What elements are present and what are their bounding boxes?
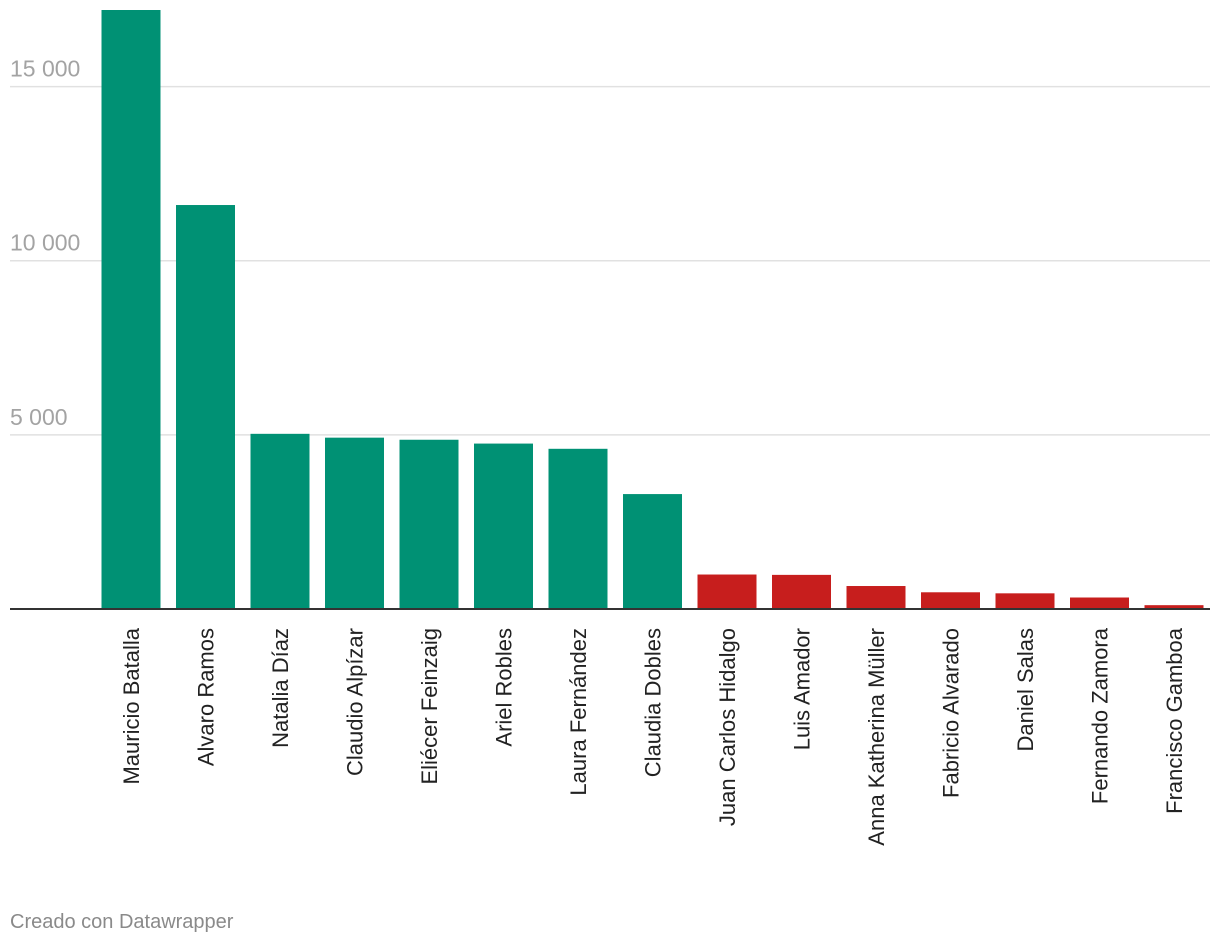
x-category-label: Alvaro Ramos xyxy=(194,628,219,766)
bar xyxy=(399,439,459,609)
bar xyxy=(623,494,682,609)
x-category-label: Francisco Gamboa xyxy=(1162,627,1187,814)
x-category-label: Claudia Dobles xyxy=(641,628,666,777)
bar xyxy=(921,592,980,609)
y-tick-label: 15 000 xyxy=(10,56,80,82)
x-category-label: Natalia Díaz xyxy=(268,628,293,748)
x-category-label: Claudio Alpízar xyxy=(343,628,368,776)
x-category-label: Ariel Robles xyxy=(492,628,517,747)
x-category-label: Anna Katherina Müller xyxy=(864,628,889,846)
bar xyxy=(1070,597,1129,609)
x-category-label: Luis Amador xyxy=(790,628,815,750)
x-category-label: Eliécer Feinzaig xyxy=(417,628,442,785)
bar xyxy=(325,437,384,609)
bar xyxy=(995,593,1055,609)
bar xyxy=(846,586,906,609)
x-category-label: Fernando Zamora xyxy=(1088,627,1113,804)
y-tick-label: 10 000 xyxy=(10,230,80,256)
bar xyxy=(101,10,161,609)
y-tick-label: 5 000 xyxy=(10,404,68,430)
x-category-label: Laura Fernández xyxy=(566,628,591,796)
x-category-label: Mauricio Batalla xyxy=(119,627,144,784)
x-category-label: Fabricio Alvarado xyxy=(939,628,964,798)
bar xyxy=(772,574,831,609)
bar xyxy=(548,448,608,609)
footer-credit: Creado con Datawrapper xyxy=(10,911,234,933)
bar xyxy=(250,433,310,609)
bar xyxy=(697,574,757,609)
category-labels: Mauricio Batalla Alvaro Ramos Natalia Díaz… xyxy=(119,627,1187,845)
x-category-label: Juan Carlos Hidalgo xyxy=(715,628,740,826)
bar xyxy=(176,205,235,609)
bar xyxy=(474,443,533,609)
bar xyxy=(1144,605,1204,609)
x-category-label: Daniel Salas xyxy=(1013,628,1038,752)
bars xyxy=(101,10,1204,609)
